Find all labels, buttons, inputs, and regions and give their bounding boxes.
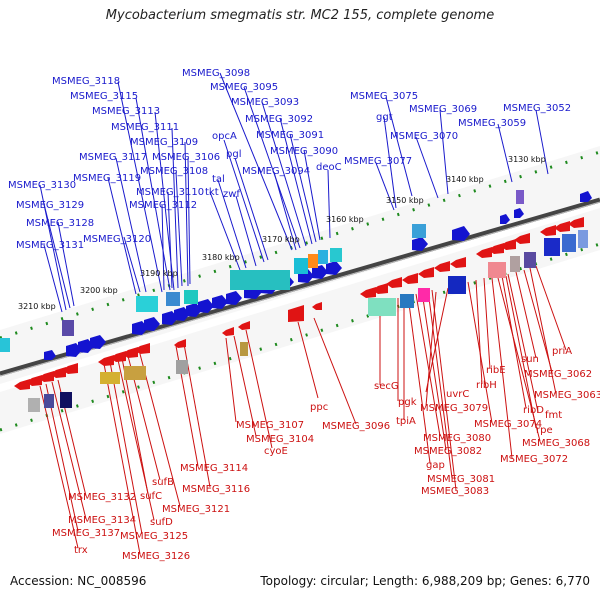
gene-label: MSMEG_3132 <box>68 492 136 503</box>
gene-label: secG <box>374 381 399 392</box>
gene-label: MSMEG_3108 <box>140 166 208 177</box>
gene-label: tal <box>212 174 225 185</box>
gene-label: cyoE <box>264 446 288 457</box>
gene-label: MSMEG_3083 <box>421 486 489 497</box>
gene-label: MSMEG_3128 <box>26 218 94 229</box>
gene-label: MSMEG_3068 <box>522 438 590 449</box>
gene-label: MSMEG_3069 <box>409 104 477 115</box>
gene-label: zwf <box>223 189 240 200</box>
gene-label: MSMEG_3107 <box>236 420 304 431</box>
gene-label: MSMEG_3111 <box>111 122 179 133</box>
gene-label: MSMEG_3063 <box>534 390 600 401</box>
gene-label: MSMEG_3062 <box>524 369 592 380</box>
gene-label: MSMEG_3104 <box>246 434 314 445</box>
gene-label: pgl <box>226 149 241 160</box>
gene-label: pgk <box>398 397 417 408</box>
scale-label: 3150 kbp <box>386 196 424 205</box>
genome-summary-text: Topology: circular; Length: 6,988,209 bp… <box>260 574 590 588</box>
gene-label: MSMEG_3092 <box>245 114 313 125</box>
gene-label: MSMEG_3118 <box>52 76 120 87</box>
gene-label: MSMEG_3114 <box>180 463 248 474</box>
reverse-callout-lines <box>39 265 567 555</box>
gene-label: MSMEG_3090 <box>270 146 338 157</box>
scale-label: 3140 kbp <box>446 175 484 184</box>
gene-label: MSMEG_3094 <box>242 166 310 177</box>
gene-label: MSMEG_3115 <box>70 91 138 102</box>
gene-label: MSMEG_3121 <box>162 504 230 515</box>
gene-label: gap <box>426 460 445 471</box>
gene-label: MSMEG_3052 <box>503 103 571 114</box>
gene-label: MSMEG_3131 <box>16 240 84 251</box>
gene-label: MSMEG_3072 <box>500 454 568 465</box>
gene-label: MSMEG_3119 <box>73 173 141 184</box>
reverse-gene-boxes <box>28 230 588 412</box>
gene-label: MSMEG_3130 <box>8 180 76 191</box>
gene-label: sufD <box>150 517 173 528</box>
gene-label: MSMEG_3120 <box>83 234 151 245</box>
gene-label: MSMEG_3082 <box>414 446 482 457</box>
gene-label: tkt <box>205 187 219 198</box>
gene-label: MSMEG_3106 <box>152 152 220 163</box>
scale-label: 3190 kbp <box>140 269 178 278</box>
gene-label: MSMEG_3098 <box>182 68 250 79</box>
gene-label: MSMEG_3077 <box>344 156 412 167</box>
gene-label: MSMEG_3079 <box>420 403 488 414</box>
forward-callout-lines <box>39 72 549 313</box>
gene-label: MSMEG_3134 <box>68 515 136 526</box>
gene-label: sun <box>521 354 539 365</box>
scale-labels: 3130 kbp 3140 kbp 3150 kbp 3160 kbp 3170… <box>18 155 546 311</box>
gene-label: MSMEG_3074 <box>474 419 542 430</box>
gene-label: trx <box>74 545 88 556</box>
scale-label: 3200 kbp <box>80 286 118 295</box>
gene-label: opcA <box>212 131 237 142</box>
gene-label: ppc <box>310 402 328 413</box>
gene-label: MSMEG_3096 <box>322 421 390 432</box>
gene-label: ribE <box>486 365 506 376</box>
forward-gene-labels: MSMEG_3118 MSMEG_3115 MSMEG_3113 MSMEG_3… <box>8 68 571 251</box>
gene-label: ggt <box>376 112 393 123</box>
reverse-gene-arrows <box>14 217 584 390</box>
gene-label: MSMEG_3080 <box>423 433 491 444</box>
genome-title: Mycobacterium smegmatis str. MC2 155, co… <box>105 8 495 23</box>
gene-label: MSMEG_3109 <box>130 137 198 148</box>
gene-label: MSMEG_3075 <box>350 91 418 102</box>
gene-label: priA <box>552 346 572 357</box>
scale-label: 3180 kbp <box>202 253 240 262</box>
gene-label: MSMEG_3112 <box>129 200 197 211</box>
gene-label: MSMEG_3070 <box>390 131 458 142</box>
gene-label: MSMEG_3116 <box>182 484 250 495</box>
scale-label: 3130 kbp <box>508 155 546 164</box>
gene-label: sufB <box>152 477 174 488</box>
gene-label: ribD <box>523 405 544 416</box>
gene-label: MSMEG_3125 <box>120 531 188 542</box>
gene-label: MSMEG_3110 <box>136 187 204 198</box>
gene-label: rpe <box>536 425 553 436</box>
gene-label: MSMEG_3126 <box>122 551 190 562</box>
scale-label: 3160 kbp <box>326 215 364 224</box>
accession-text: Accession: NC_008596 <box>10 574 147 588</box>
gene-label: MSMEG_3137 <box>52 528 120 539</box>
gene-label: fmt <box>545 410 562 421</box>
gene-label: MSMEG_3093 <box>231 97 299 108</box>
gene-label: MSMEG_3095 <box>210 82 278 93</box>
reverse-gene-labels: priA sun MSMEG_3062 MSMEG_3063 fmt ribD … <box>52 346 600 562</box>
gene-label: tpiA <box>396 416 416 427</box>
gene-label: ribH <box>476 380 497 391</box>
scale-label: 3170 kbp <box>262 235 300 244</box>
gene-label: MSMEG_3081 <box>427 474 495 485</box>
gene-label: MSMEG_3129 <box>16 200 84 211</box>
gene-label: MSMEG_3091 <box>256 130 324 141</box>
gene-label: uvrC <box>446 389 469 400</box>
gene-label: deoC <box>316 162 342 173</box>
gene-label: MSMEG_3113 <box>92 106 160 117</box>
forward-gene-boxes <box>0 190 524 352</box>
gene-label: sufC <box>140 491 162 502</box>
gene-label: MSMEG_3059 <box>458 118 526 129</box>
scale-label: 3210 kbp <box>18 302 56 311</box>
gene-label: MSMEG_3117 <box>79 152 147 163</box>
